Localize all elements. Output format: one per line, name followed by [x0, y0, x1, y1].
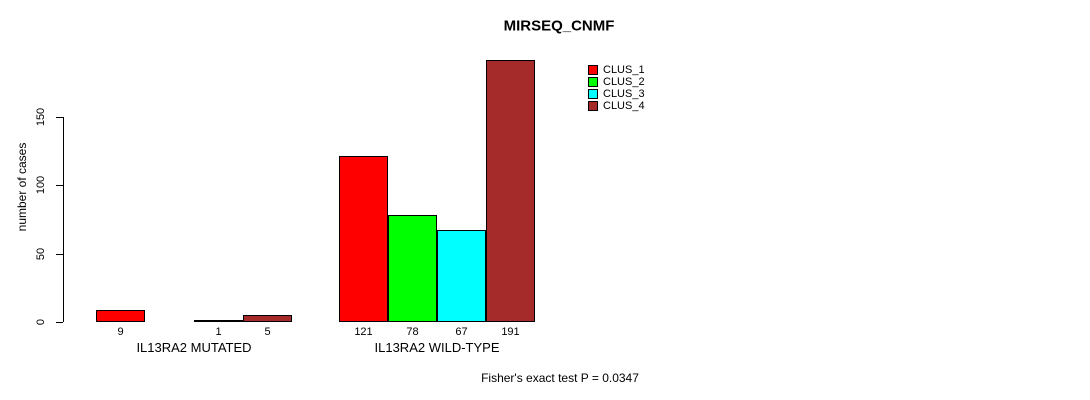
legend-row-CLUS_4: CLUS_4 [588, 100, 645, 112]
legend-swatch-CLUS_2 [588, 77, 598, 87]
legend-row-CLUS_3: CLUS_3 [588, 88, 645, 100]
y-tick-0 [56, 322, 63, 323]
y-tick-label-0: 0 [35, 318, 47, 326]
legend: CLUS_1 CLUS_2 CLUS_3 CLUS_4 [588, 64, 645, 112]
bar-value-CLUS_4-group-1: 5 [264, 326, 271, 338]
bar-CLUS_2-group-2 [388, 215, 437, 322]
chart-title: MIRSEQ_CNMF [503, 17, 615, 35]
y-tick-100 [56, 185, 63, 186]
y-tick-label-100: 100 [35, 175, 47, 195]
legend-swatch-CLUS_4 [588, 101, 598, 111]
y-tick-150 [56, 116, 63, 118]
legend-label-CLUS_3: CLUS_3 [603, 88, 645, 100]
bar-CLUS_1-group-1 [96, 310, 145, 322]
bar-CLUS_3-group-1 [194, 320, 243, 322]
bar-value-CLUS_3-group-1: 1 [215, 326, 222, 338]
bar-CLUS_1-group-2 [339, 156, 388, 322]
legend-label-CLUS_1: CLUS_1 [603, 64, 645, 76]
legend-label-CLUS_2: CLUS_2 [603, 76, 645, 88]
y-tick-50 [56, 253, 63, 255]
legend-row-CLUS_2: CLUS_2 [588, 76, 645, 88]
bar-value-CLUS_4-group-2: 191 [501, 326, 520, 338]
bar-CLUS_4-group-1 [243, 315, 292, 322]
legend-swatch-CLUS_1 [588, 65, 598, 75]
bar-CLUS_4-group-2 [486, 60, 535, 322]
bar-value-CLUS_3-group-2: 67 [455, 326, 468, 338]
bar-value-CLUS_1-group-2: 121 [354, 326, 373, 338]
legend-row-CLUS_1: CLUS_1 [588, 64, 645, 76]
bar-value-CLUS_1-group-1: 9 [117, 326, 124, 338]
y-axis-title: number of cases [15, 142, 29, 232]
y-axis-line [63, 116, 64, 322]
y-tick-label-150: 150 [35, 107, 47, 126]
bar-CLUS_3-group-2 [437, 230, 486, 322]
group-label-2: IL13RA2 WILD-TYPE [374, 340, 500, 355]
fisher-test-annotation: Fisher's exact test P = 0.0347 [481, 371, 639, 385]
y-tick-label-50: 50 [35, 247, 47, 260]
legend-label-CLUS_4: CLUS_4 [603, 100, 645, 112]
bar-value-CLUS_2-group-2: 78 [406, 326, 419, 338]
legend-swatch-CLUS_3 [588, 89, 598, 99]
group-label-1: IL13RA2 MUTATED [136, 340, 252, 355]
